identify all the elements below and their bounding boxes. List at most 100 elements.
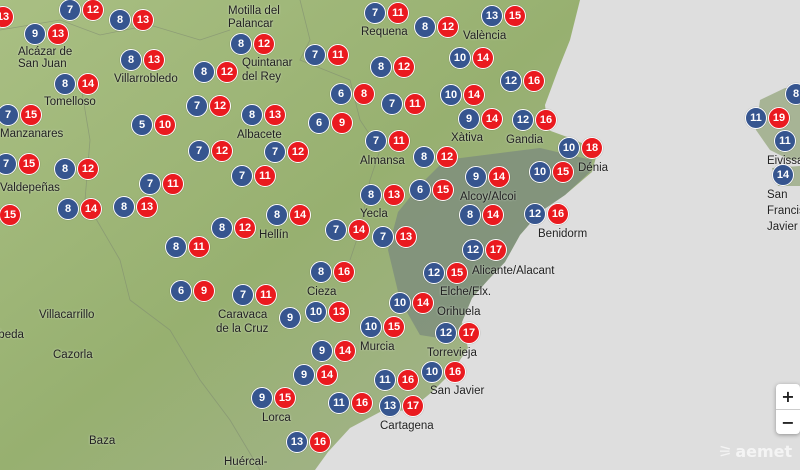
min-temp-marker[interactable]: 7 <box>304 44 326 66</box>
min-temp-marker[interactable]: 10 <box>529 161 551 183</box>
min-temp-marker[interactable]: 10 <box>389 292 411 314</box>
min-temp-marker[interactable]: 7 <box>372 226 394 248</box>
min-temp-marker[interactable]: 7 <box>0 153 17 175</box>
min-temp-marker[interactable]: 10 <box>360 316 382 338</box>
min-temp-marker[interactable]: 6 <box>409 179 431 201</box>
max-temp-marker[interactable]: 13 <box>383 184 405 206</box>
min-temp-marker[interactable]: 7 <box>365 130 387 152</box>
min-temp-marker[interactable]: 12 <box>435 322 457 344</box>
min-temp-marker[interactable]: 9 <box>251 387 273 409</box>
min-temp-marker[interactable]: 10 <box>449 47 471 69</box>
min-temp-marker[interactable]: 8 <box>241 104 263 126</box>
max-temp-marker[interactable]: 16 <box>397 369 419 391</box>
min-temp-marker[interactable]: 8 <box>370 56 392 78</box>
min-temp-marker[interactable]: 12 <box>462 239 484 261</box>
max-temp-marker[interactable]: 16 <box>547 203 569 225</box>
min-temp-marker[interactable]: 11 <box>745 107 767 129</box>
max-temp-marker[interactable]: 15 <box>274 387 296 409</box>
max-temp-marker[interactable]: 14 <box>80 198 102 220</box>
max-temp-marker[interactable]: 15 <box>20 104 42 126</box>
min-temp-marker[interactable]: 5 <box>131 114 153 136</box>
max-temp-marker[interactable]: 8 <box>353 83 375 105</box>
min-temp-marker[interactable]: 8 <box>266 204 288 226</box>
max-temp-marker[interactable]: 16 <box>333 261 355 283</box>
max-temp-marker[interactable]: 13 <box>47 23 69 45</box>
min-temp-marker[interactable]: 11 <box>374 369 396 391</box>
max-temp-marker[interactable]: 13 <box>395 226 417 248</box>
max-temp-marker[interactable]: 12 <box>436 146 458 168</box>
max-temp-marker[interactable]: 12 <box>234 217 256 239</box>
max-temp-marker[interactable]: 12 <box>209 95 231 117</box>
min-temp-marker[interactable]: 6 <box>170 280 192 302</box>
max-temp-marker[interactable]: 12 <box>82 0 104 21</box>
min-temp-marker[interactable]: 11 <box>774 130 796 152</box>
max-temp-marker[interactable]: 11 <box>188 236 210 258</box>
max-temp-marker[interactable]: 15 <box>18 153 40 175</box>
max-temp-marker[interactable]: 12 <box>211 140 233 162</box>
max-temp-marker[interactable]: 15 <box>0 204 21 226</box>
min-temp-marker[interactable]: 12 <box>524 203 546 225</box>
min-temp-marker[interactable]: 13 <box>286 431 308 453</box>
min-temp-marker[interactable]: 7 <box>59 0 81 21</box>
max-temp-marker[interactable]: 13 <box>132 9 154 31</box>
min-temp-marker[interactable]: 8 <box>113 196 135 218</box>
max-temp-marker[interactable]: 9 <box>193 280 215 302</box>
max-temp-marker[interactable]: 13 <box>143 49 165 71</box>
max-temp-marker[interactable]: 15 <box>504 5 526 27</box>
max-temp-marker[interactable]: 11 <box>254 165 276 187</box>
max-temp-marker[interactable]: 13 <box>264 104 286 126</box>
min-temp-marker[interactable]: 7 <box>0 104 19 126</box>
max-temp-marker[interactable]: 11 <box>388 130 410 152</box>
max-temp-marker[interactable]: 13 <box>136 196 158 218</box>
min-temp-marker[interactable]: 8 <box>211 217 233 239</box>
max-temp-marker[interactable]: 16 <box>351 392 373 414</box>
min-temp-marker[interactable]: 13 <box>481 5 503 27</box>
min-temp-marker[interactable]: 6 <box>330 83 352 105</box>
min-temp-marker[interactable]: 8 <box>360 184 382 206</box>
max-temp-marker[interactable]: 14 <box>481 108 503 130</box>
min-temp-marker[interactable]: 7 <box>381 93 403 115</box>
min-temp-marker[interactable]: 8 <box>54 158 76 180</box>
min-temp-marker[interactable]: 9 <box>279 307 301 329</box>
min-temp-marker[interactable]: 8 <box>310 261 332 283</box>
min-temp-marker[interactable]: 7 <box>139 173 161 195</box>
max-temp-marker[interactable]: 10 <box>154 114 176 136</box>
max-temp-marker[interactable]: 17 <box>485 239 507 261</box>
max-temp-marker[interactable]: 16 <box>309 431 331 453</box>
max-temp-marker[interactable]: 12 <box>287 141 309 163</box>
max-temp-marker[interactable]: 11 <box>327 44 349 66</box>
max-temp-marker[interactable]: 14 <box>289 204 311 226</box>
max-temp-marker[interactable]: 11 <box>387 2 409 24</box>
min-temp-marker[interactable]: 7 <box>325 219 347 241</box>
min-temp-marker[interactable]: 8 <box>193 61 215 83</box>
max-temp-marker[interactable]: 12 <box>253 33 275 55</box>
max-temp-marker[interactable]: 9 <box>331 112 353 134</box>
min-temp-marker[interactable]: 9 <box>458 108 480 130</box>
max-temp-marker[interactable]: 14 <box>463 84 485 106</box>
min-temp-marker[interactable]: 10 <box>421 361 443 383</box>
zoom-in-button[interactable]: + <box>776 384 800 410</box>
min-temp-marker[interactable]: 8 <box>413 146 435 168</box>
max-temp-marker[interactable]: 14 <box>334 340 356 362</box>
max-temp-marker[interactable]: 14 <box>488 166 510 188</box>
max-temp-marker[interactable]: 16 <box>535 109 557 131</box>
min-temp-marker[interactable]: 7 <box>232 284 254 306</box>
max-temp-marker[interactable]: 19 <box>768 107 790 129</box>
max-temp-marker[interactable]: 14 <box>77 73 99 95</box>
max-temp-marker[interactable]: 11 <box>255 284 277 306</box>
max-temp-marker[interactable]: 15 <box>446 262 468 284</box>
min-temp-marker[interactable]: 6 <box>308 112 330 134</box>
min-temp-marker[interactable]: 8 <box>230 33 252 55</box>
min-temp-marker[interactable]: 10 <box>440 84 462 106</box>
max-temp-marker[interactable]: 14 <box>348 219 370 241</box>
min-temp-marker[interactable]: 11 <box>328 392 350 414</box>
min-temp-marker[interactable]: 8 <box>414 16 436 38</box>
max-temp-marker[interactable]: 12 <box>393 56 415 78</box>
max-temp-marker[interactable]: 11 <box>404 93 426 115</box>
min-temp-marker[interactable]: 8 <box>785 83 800 105</box>
max-temp-marker[interactable]: 13 <box>328 301 350 323</box>
max-temp-marker[interactable]: 12 <box>77 158 99 180</box>
min-temp-marker[interactable]: 7 <box>186 95 208 117</box>
max-temp-marker[interactable]: 14 <box>412 292 434 314</box>
max-temp-marker[interactable]: 12 <box>216 61 238 83</box>
